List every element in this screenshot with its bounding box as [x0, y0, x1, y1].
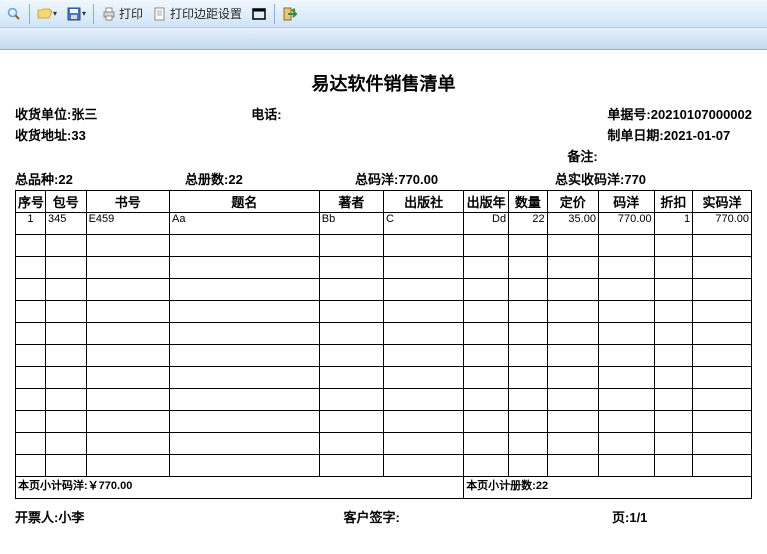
total-real-mayang: 总实收码洋:770 [555, 169, 752, 188]
search-icon [6, 6, 22, 22]
table-row-empty [16, 257, 752, 279]
cell-year: Dd [464, 213, 509, 235]
toolbar-separator [29, 4, 30, 24]
toolbar-separator [274, 4, 275, 24]
page-setup-button[interactable]: 打印边距设置 [148, 2, 246, 26]
print-button[interactable]: 打印 [97, 2, 147, 26]
cell-mayang: 770.00 [598, 213, 654, 235]
bottom-line: 开票人:小李 客户签字: 页:1/1 [15, 507, 752, 526]
th-price: 定价 [547, 191, 598, 213]
remark: 备注: [427, 146, 752, 165]
data-table: 序号 包号 书号 题名 著者 出版社 出版年 数量 定价 码洋 折扣 实码洋 1… [15, 190, 752, 499]
printer-icon [101, 6, 117, 22]
folder-open-icon [37, 6, 53, 22]
dropdown-arrow-icon: ▾ [82, 9, 86, 18]
table-row-empty [16, 389, 752, 411]
th-pub: 出版社 [383, 191, 463, 213]
th-seq: 序号 [16, 191, 46, 213]
customer-sign: 客户签字: [284, 507, 613, 526]
document: 易达软件销售清单 收货单位:张三 电话: 单据号:20210107000002 … [0, 50, 767, 536]
subtotal-vols: 本页小计册数:22 [464, 477, 752, 499]
cell-qty: 22 [509, 213, 548, 235]
page-icon [152, 6, 168, 22]
table-row-empty [16, 411, 752, 433]
table-footer-row: 本页小计码洋:￥770.00 本页小计册数:22 [16, 477, 752, 499]
total-vols: 总册数:22 [185, 169, 355, 188]
dropdown-arrow-icon: ▾ [53, 9, 57, 18]
th-bookno: 书号 [86, 191, 169, 213]
toolbar-separator [93, 4, 94, 24]
cell-discount: 1 [654, 213, 693, 235]
table-row-empty [16, 279, 752, 301]
doc-title: 易达软件销售清单 [15, 70, 752, 96]
total-mayang: 总码洋:770.00 [355, 169, 555, 188]
toolbar: ▾ ▾ 打印 打印边距设置 [0, 0, 767, 28]
fullscreen-button[interactable] [247, 2, 271, 26]
toolbar-divider [0, 28, 767, 50]
cell-seq: 1 [16, 213, 46, 235]
cell-price: 35.00 [547, 213, 598, 235]
save-button[interactable]: ▾ [62, 2, 90, 26]
cell-bookno: E459 [86, 213, 169, 235]
table-row-empty [16, 345, 752, 367]
cell-pub: C [383, 213, 463, 235]
th-title: 题名 [170, 191, 320, 213]
th-pkg: 包号 [45, 191, 86, 213]
table-header-row: 序号 包号 书号 题名 著者 出版社 出版年 数量 定价 码洋 折扣 实码洋 [16, 191, 752, 213]
issuer: 开票人:小李 [15, 507, 284, 526]
totals-row: 总品种:22 总册数:22 总码洋:770.00 总实收码洋:770 [15, 169, 752, 188]
cell-pkg: 345 [45, 213, 86, 235]
th-mayang: 码洋 [598, 191, 654, 213]
table-row-empty [16, 301, 752, 323]
th-realmayang: 实码洋 [693, 191, 752, 213]
table-row-empty [16, 455, 752, 477]
th-qty: 数量 [509, 191, 548, 213]
table-row-empty [16, 367, 752, 389]
make-date: 制单日期:2021-01-07 [427, 125, 752, 144]
save-icon [66, 6, 82, 22]
subtotal-mayang: 本页小计码洋:￥770.00 [16, 477, 464, 499]
cell-title: Aa [170, 213, 320, 235]
receiver-addr: 收货地址:33 [15, 125, 221, 144]
table-row-empty [16, 323, 752, 345]
table-row: 1345E459AaBbCDd2235.00770.001770.00 [16, 213, 752, 235]
table-row-empty [16, 235, 752, 257]
table-row-empty [16, 433, 752, 455]
doc-no: 单据号:20210107000002 [427, 104, 752, 123]
window-icon [251, 6, 267, 22]
doc-header: 收货单位:张三 电话: 单据号:20210107000002 收货地址:33 制… [15, 104, 752, 165]
page-setup-label: 打印边距设置 [170, 5, 242, 22]
total-kinds: 总品种:22 [15, 169, 185, 188]
search-button[interactable] [2, 2, 26, 26]
th-year: 出版年 [464, 191, 509, 213]
cell-author: Bb [319, 213, 383, 235]
page-indicator: 页:1/1 [612, 507, 752, 526]
open-button[interactable]: ▾ [33, 2, 61, 26]
print-label: 打印 [119, 5, 143, 22]
exit-icon [282, 6, 298, 22]
cell-real_mayang: 770.00 [693, 213, 752, 235]
th-discount: 折扣 [654, 191, 693, 213]
exit-button[interactable] [278, 2, 302, 26]
receiver-unit: 收货单位:张三 [15, 104, 221, 123]
th-author: 著者 [319, 191, 383, 213]
phone: 电话: [221, 104, 427, 123]
